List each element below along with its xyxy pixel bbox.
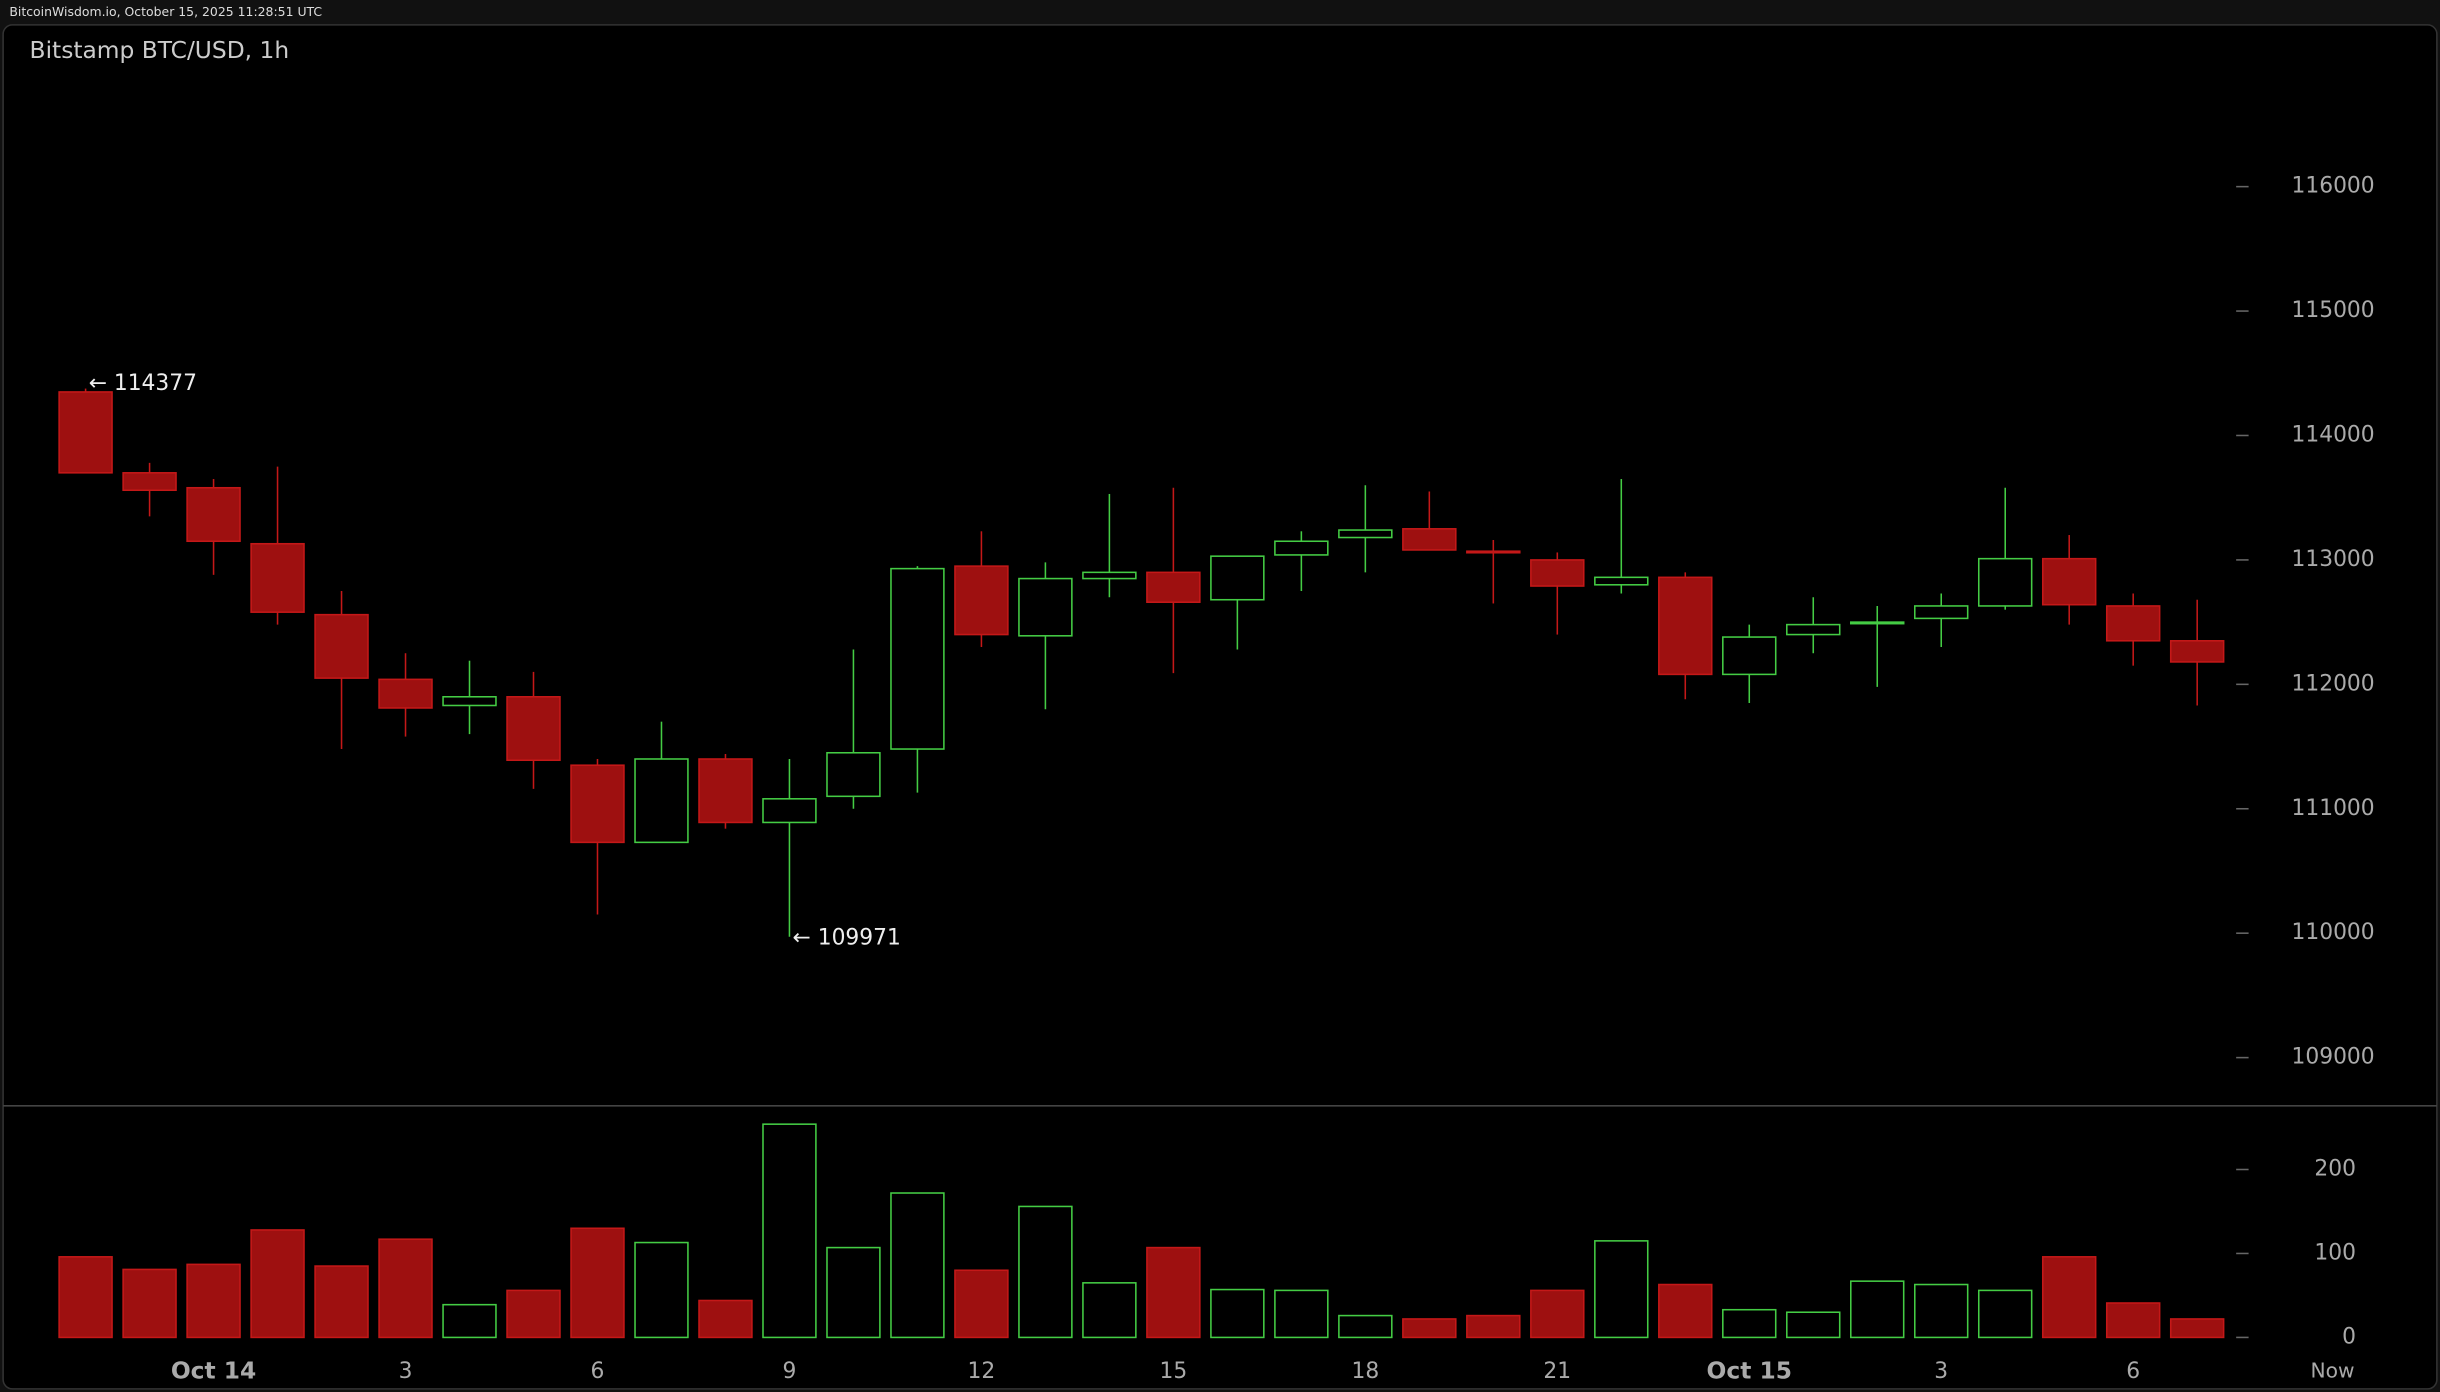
volume-bar <box>1786 1311 1841 1339</box>
x-tick-label: 15 <box>1160 1359 1188 1384</box>
candle-body <box>570 764 625 844</box>
volume-bar <box>314 1265 369 1339</box>
x-tick-label: Oct 14 <box>171 1356 256 1384</box>
candle-body <box>1977 557 2033 607</box>
volume-bar <box>1146 1246 1201 1339</box>
candle-body <box>506 696 561 762</box>
candle-body <box>1274 540 1329 556</box>
volume-bar <box>1658 1283 1713 1339</box>
volume-tick-label: 0 <box>2342 1324 2356 1349</box>
volume-bar <box>58 1256 113 1339</box>
volume-bar <box>1274 1289 1329 1339</box>
candle-body <box>2041 557 2097 606</box>
candle-body <box>698 758 753 824</box>
candle-body <box>2105 605 2161 642</box>
y-tick-label: 111000 <box>2292 796 2375 821</box>
x-tick-label: Oct 15 <box>1707 1356 1792 1384</box>
header-text: BitcoinWisdom.io, October 15, 2025 11:28… <box>9 4 322 19</box>
candle-body <box>1658 576 1713 676</box>
volume-bar <box>378 1238 433 1339</box>
volume-tick-label: 200 <box>2314 1157 2356 1182</box>
candle-body <box>1018 577 1073 637</box>
candle-body <box>250 542 305 613</box>
candle-body <box>634 758 689 844</box>
candle-body <box>314 613 369 679</box>
volume-bar <box>1082 1282 1137 1339</box>
volume-bar <box>1338 1314 1393 1339</box>
volume-bar <box>2105 1302 2161 1339</box>
volume-bar <box>2169 1318 2225 1339</box>
volume-bar <box>890 1192 945 1339</box>
y-tick-label: 115000 <box>2292 298 2375 323</box>
volume-bar <box>1913 1283 1969 1339</box>
volume-bar <box>1530 1289 1585 1339</box>
chart-title: Bitstamp BTC/USD, 1h <box>30 36 290 64</box>
y-tick-label: 116000 <box>2292 174 2375 199</box>
x-tick-label: 6 <box>2126 1359 2140 1384</box>
volume-tick-label: 100 <box>2314 1240 2356 1265</box>
candle-body <box>1146 571 1201 603</box>
volume-bar <box>1594 1240 1649 1339</box>
candle-body <box>1338 529 1393 539</box>
x-now-label: Now <box>2311 1358 2355 1382</box>
x-tick-label: 6 <box>591 1359 605 1384</box>
volume-bar <box>954 1269 1009 1339</box>
candle-body <box>186 486 241 543</box>
volume-bar <box>122 1268 177 1339</box>
volume-bar <box>442 1303 497 1339</box>
y-tick-label: 109000 <box>2292 1045 2375 1070</box>
volume-bar <box>1210 1288 1265 1339</box>
y-tick-label: 112000 <box>2292 671 2375 696</box>
x-tick-label: 9 <box>783 1359 797 1384</box>
candle-body <box>1850 621 1905 625</box>
x-tick-label: 12 <box>968 1359 996 1384</box>
volume-bar <box>250 1229 305 1339</box>
candle-body <box>1402 528 1457 551</box>
volume-bar <box>1402 1318 1457 1339</box>
candle-body <box>2169 640 2225 663</box>
x-tick-label: 21 <box>1543 1359 1571 1384</box>
candle-body <box>442 695 497 707</box>
candle-body <box>122 472 177 492</box>
volume-bar <box>186 1263 241 1339</box>
x-tick-label: 3 <box>399 1359 413 1384</box>
candle-body <box>826 751 881 798</box>
candle-body <box>1530 559 1585 587</box>
volume-bar <box>634 1241 689 1339</box>
y-tick-label: 113000 <box>2292 547 2375 572</box>
candle-body <box>1786 623 1841 636</box>
volume-bar <box>1977 1289 2033 1339</box>
candle-body <box>1722 636 1777 676</box>
chart-frame <box>2 24 2438 1390</box>
volume-bar <box>570 1227 625 1339</box>
candle-body <box>890 567 945 750</box>
volume-bar <box>698 1299 753 1339</box>
y-tick-label: 110000 <box>2292 920 2375 945</box>
candle-body <box>1594 576 1649 586</box>
candle-body <box>58 391 113 474</box>
volume-bar <box>1018 1205 1073 1339</box>
candle-body <box>1913 605 1969 620</box>
volume-bar <box>762 1123 817 1339</box>
volume-bar <box>826 1246 881 1339</box>
volume-bar <box>1850 1280 1905 1339</box>
candle-body <box>762 798 817 824</box>
volume-bar <box>1466 1314 1521 1339</box>
y-tick-label: 114000 <box>2292 422 2375 447</box>
volume-bar <box>1722 1308 1777 1339</box>
volume-bar <box>506 1289 561 1339</box>
candle-body <box>1082 571 1137 580</box>
price-annotation: ← 109971 <box>793 925 901 950</box>
volume-bar <box>2041 1256 2097 1339</box>
candle-body <box>1210 555 1265 601</box>
candle-body <box>378 678 433 709</box>
candle-body <box>1466 550 1521 554</box>
x-tick-label: 3 <box>1934 1359 1948 1384</box>
price-annotation: ← 114377 <box>89 371 197 396</box>
candle-body <box>954 565 1009 636</box>
x-tick-label: 18 <box>1351 1359 1379 1384</box>
